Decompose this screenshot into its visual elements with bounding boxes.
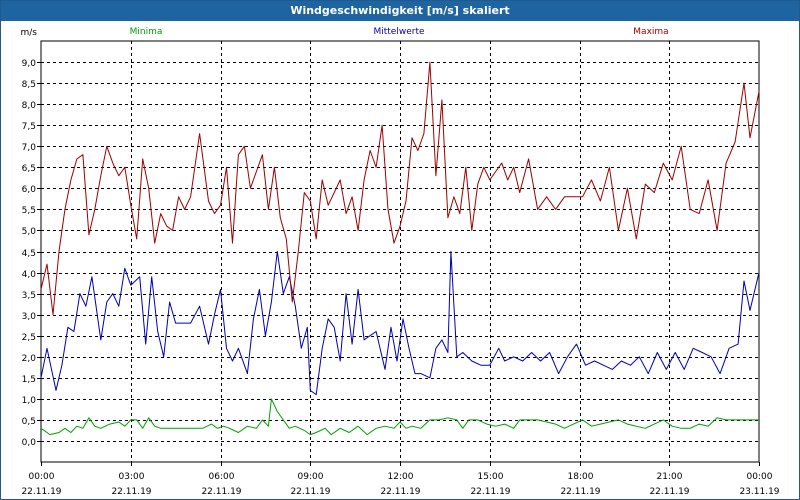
legend-minima: Minima <box>130 27 163 37</box>
wind-speed-chart: 0,0 0,5 1,0 1,5 2,0 2,5 3,0 3,5 4,0 4,5 5,0 5,5 6,0 6… <box>21 27 780 497</box>
y-axis-label: m/s <box>21 28 38 38</box>
series-line-mittelwerte <box>40 251 760 396</box>
y-tick-label: 1,5 <box>22 375 36 385</box>
series-line-maxima <box>40 61 760 316</box>
x-tick-time: 06:00 <box>209 472 235 482</box>
window-title: Windgeschwindigkeit [m/s] skaliert <box>1 1 799 21</box>
y-tick-label: 7,0 <box>22 143 37 153</box>
y-tick-label: 7,5 <box>22 122 36 132</box>
y-tick-label: 2,5 <box>22 333 36 343</box>
y-tick-label: 3,0 <box>22 312 37 322</box>
y-tick-label: 8,5 <box>22 80 36 90</box>
y-tick-label: 6,5 <box>22 164 36 174</box>
series-line-minima <box>40 398 759 436</box>
grid <box>41 41 759 462</box>
x-tick-time: 09:00 <box>298 472 324 482</box>
y-tick-label: 1,0 <box>22 396 37 406</box>
y-tick-label: 5,0 <box>22 227 37 237</box>
series <box>40 61 760 436</box>
x-tick-time: 21:00 <box>657 472 683 482</box>
legend-mittelwerte: Mittelwerte <box>373 27 424 37</box>
x-tick-time: 15:00 <box>478 472 504 482</box>
y-tick-label: 9,0 <box>22 59 37 69</box>
y-tick-label: 6,0 <box>22 185 37 195</box>
x-tick-date: 22.11.19 <box>21 487 61 497</box>
x-tick-time: 00:00 <box>29 472 55 482</box>
x-tick-date: 22.11.19 <box>649 487 689 497</box>
y-tick-label: 3,5 <box>22 291 36 301</box>
x-tick-time: 12:00 <box>388 472 414 482</box>
x-tick-time: 03:00 <box>119 472 145 482</box>
y-tick-label: 5,5 <box>22 206 36 216</box>
x-tick-date: 22.11.19 <box>290 487 330 497</box>
y-tick-label: 0,0 <box>22 438 37 448</box>
x-tick-date: 22.11.19 <box>560 487 600 497</box>
x-tick-time: 00:00 <box>747 472 773 482</box>
legend: Minima Mittelwerte Maxima <box>130 27 669 37</box>
x-tick-date: 22.11.19 <box>201 487 241 497</box>
x-tick-date: 22.11.19 <box>380 487 420 497</box>
y-tick-label: 2,0 <box>22 354 37 364</box>
y-tick-label: 8,0 <box>22 101 37 111</box>
y-tick-label: 4,5 <box>22 249 36 259</box>
y-tick-label: 0,5 <box>22 417 36 427</box>
x-tick-date: 23.11.19 <box>739 487 779 497</box>
x-tick-time: 18:00 <box>568 472 594 482</box>
x-tick-date: 22.11.19 <box>470 487 510 497</box>
x-tick-date: 22.11.19 <box>111 487 151 497</box>
legend-maxima: Maxima <box>633 27 668 37</box>
y-tick-label: 4,0 <box>22 270 37 280</box>
axes: 0,0 0,5 1,0 1,5 2,0 2,5 3,0 3,5 4,0 4,5 5,0 5,5 6,0 6… <box>21 28 780 497</box>
